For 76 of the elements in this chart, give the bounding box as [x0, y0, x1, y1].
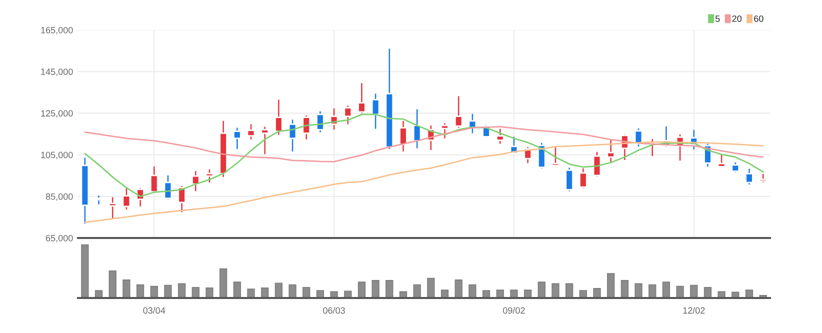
bar	[220, 268, 228, 298]
bar	[620, 280, 628, 298]
bar	[288, 284, 296, 298]
candlestick	[745, 168, 754, 186]
candlestick	[537, 142, 546, 169]
bar	[662, 282, 670, 298]
x-tick-label: 03/04	[143, 307, 166, 314]
bar	[164, 284, 172, 298]
bar	[302, 286, 310, 298]
bar	[81, 244, 89, 298]
bar	[538, 282, 546, 298]
candlestick	[440, 122, 449, 139]
bar	[136, 284, 144, 298]
bar	[122, 280, 130, 298]
candlestick	[731, 162, 740, 173]
bar	[233, 282, 241, 298]
candlestick	[302, 114, 311, 140]
candlestick	[399, 120, 408, 152]
y-tick-label: 165,000	[41, 26, 73, 34]
bar	[192, 286, 200, 298]
legend-label: 60	[754, 16, 764, 22]
bar	[468, 284, 476, 298]
candlestick	[122, 186, 131, 210]
y-tick-label: 145,000	[41, 68, 73, 76]
bar	[427, 278, 435, 298]
candlestick	[316, 110, 324, 133]
candlestick	[344, 105, 352, 125]
y-tick-label: 125,000	[41, 110, 73, 118]
bar	[566, 283, 574, 298]
bar	[454, 280, 462, 298]
bar	[607, 273, 615, 298]
candlestick	[371, 93, 380, 130]
bar	[372, 280, 380, 298]
bar	[108, 270, 116, 298]
candlestick	[358, 82, 366, 114]
y-tick-label: 85,000	[46, 193, 73, 201]
candlestick	[246, 124, 256, 140]
bar	[552, 283, 560, 298]
candlestick	[274, 99, 283, 136]
y-tick-label: 65,000	[46, 234, 73, 242]
bar	[704, 286, 712, 298]
candlestick	[606, 138, 615, 164]
bar	[261, 288, 269, 298]
x-tick-label: 12/02	[683, 307, 705, 314]
candlestick	[454, 96, 463, 128]
legend-label: 20	[732, 16, 742, 22]
candlestick	[496, 128, 504, 144]
bar	[274, 282, 282, 298]
x-tick-label: 09/02	[503, 307, 525, 314]
bar	[648, 284, 656, 298]
candlestick	[150, 166, 158, 194]
candlestick	[551, 146, 560, 167]
bar	[206, 288, 214, 298]
bar	[386, 280, 394, 298]
bar	[150, 286, 158, 298]
bar	[510, 290, 518, 298]
candlestick	[191, 170, 200, 192]
candlestick	[717, 154, 726, 168]
bar	[358, 282, 366, 298]
candlestick	[178, 185, 186, 213]
x-tick-label: 06/03	[323, 307, 345, 314]
candlestick	[260, 126, 269, 155]
candlestick	[565, 167, 574, 192]
bar	[247, 288, 255, 298]
candlestick	[579, 168, 588, 189]
bar	[178, 283, 186, 298]
candlestick	[233, 127, 242, 150]
candlestick	[108, 196, 117, 220]
bar	[676, 286, 684, 298]
legend-label: 5	[715, 16, 720, 22]
bar	[593, 288, 601, 298]
y-tick-label: 105,000	[41, 152, 73, 160]
candlestick	[205, 168, 214, 184]
bar	[634, 283, 642, 298]
bar	[690, 284, 698, 298]
bar	[413, 284, 421, 298]
